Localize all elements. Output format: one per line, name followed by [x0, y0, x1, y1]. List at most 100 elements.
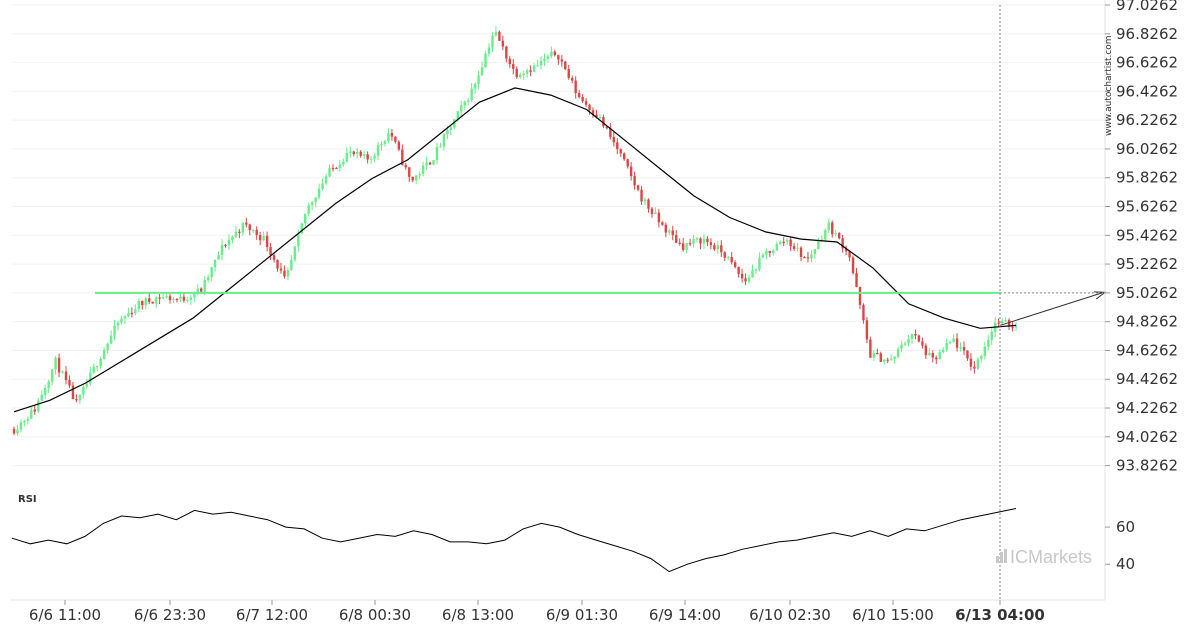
candle-body: [973, 366, 976, 369]
price-tick-label: 96.8262: [1116, 25, 1178, 43]
candle-body: [258, 235, 262, 241]
candle-body: [373, 155, 376, 159]
candle-body: [442, 134, 446, 147]
candle-body: [75, 399, 78, 401]
candle-body: [297, 233, 300, 247]
candle-body: [564, 61, 567, 70]
candle-body: [876, 352, 879, 355]
price-tick-label: 96.2262: [1116, 111, 1178, 129]
candle-body: [182, 296, 186, 301]
candle-body: [369, 158, 373, 160]
candle-body: [113, 325, 116, 336]
candle-body: [61, 371, 64, 373]
price-tick-label: 95.2262: [1116, 255, 1178, 273]
brand-logo: ICMarkets: [996, 547, 1092, 567]
candle-body: [345, 152, 349, 162]
candle-body: [612, 136, 616, 143]
candle-body: [148, 298, 151, 302]
candle-body: [44, 388, 47, 395]
candle-body: [640, 189, 643, 202]
candle-body: [40, 394, 43, 401]
candle-body: [803, 256, 806, 259]
candle-body: [102, 350, 106, 359]
candle-body: [813, 249, 817, 255]
time-tick-label: 6/13 04:00: [955, 606, 1045, 624]
candle-body: [671, 230, 674, 236]
candle-body: [883, 359, 886, 362]
brand-bar-icon: [1004, 549, 1007, 563]
price-tick-label: 94.2262: [1116, 399, 1178, 417]
candle-body: [89, 372, 92, 384]
candle-body: [193, 294, 196, 298]
candle-body: [335, 167, 338, 170]
candle-body: [990, 331, 993, 340]
price-tick-label: 95.4262: [1116, 226, 1178, 244]
candle-body: [623, 153, 626, 160]
candle-body: [342, 161, 345, 165]
candle-body: [165, 296, 168, 298]
time-tick-label: 6/10 15:00: [852, 606, 934, 624]
moving-average: [13, 87, 1017, 413]
candle-body: [1014, 325, 1018, 328]
brand-name: ICMarkets: [1010, 547, 1092, 567]
candle-body: [460, 105, 463, 112]
candle-body: [37, 400, 40, 412]
candle-body: [220, 244, 224, 256]
candle-body: [907, 338, 910, 344]
candle-body: [532, 65, 536, 72]
candle-body: [168, 296, 172, 301]
candle-body: [356, 151, 359, 155]
candle-body: [886, 359, 889, 361]
candle-body: [290, 259, 293, 271]
candle-body: [824, 229, 827, 240]
candle-body: [494, 31, 498, 36]
candle-body: [505, 46, 508, 59]
price-tick-label: 95.8262: [1116, 169, 1178, 187]
candle-body: [307, 205, 310, 214]
price-tick-label: 94.8262: [1116, 313, 1178, 331]
candle-body: [799, 247, 803, 257]
candle-body: [272, 255, 276, 260]
candle-body: [841, 238, 844, 249]
candle-body: [789, 239, 792, 247]
price-tick-label: 95.6262: [1116, 198, 1178, 216]
candle-body: [279, 268, 283, 271]
candle-body: [310, 202, 314, 206]
candle-body: [657, 212, 661, 223]
candle-body: [577, 93, 581, 98]
candle-body: [598, 116, 602, 119]
candle-body: [359, 151, 362, 156]
candle-body: [730, 257, 733, 263]
time-axis: 6/6 11:00 6/6 23:30 6/7 12:00 6/8 00:30 6/8 …: [29, 600, 1045, 624]
candle-body: [446, 130, 449, 135]
candle-body: [709, 242, 713, 246]
candle-body: [1011, 326, 1014, 328]
candle-body: [668, 230, 671, 233]
price-tick-label: 94.4262: [1116, 370, 1178, 388]
candle-body: [304, 213, 307, 224]
candle-body: [872, 352, 876, 358]
candle-body: [584, 101, 588, 105]
candle-body: [456, 111, 459, 120]
candle-body: [921, 341, 924, 346]
candle-body: [737, 266, 740, 274]
candle-body: [106, 343, 109, 351]
candle-body: [952, 338, 955, 343]
candle-body: [529, 70, 532, 72]
candle-body: [903, 343, 907, 345]
candle-body: [120, 318, 123, 323]
candle-body: [740, 273, 744, 279]
candle-body: [879, 353, 882, 362]
candle-body: [78, 394, 82, 401]
candle-body: [893, 356, 896, 359]
candle-body: [265, 235, 269, 247]
candle-body: [293, 246, 297, 260]
candle-body: [85, 383, 89, 387]
candle-body: [425, 162, 428, 166]
time-tick-label: 6/6 23:30: [134, 606, 206, 624]
candle-body: [948, 342, 952, 344]
candle-body: [16, 429, 19, 434]
forecast-arrow: [999, 292, 1103, 326]
brand-bar-icon: [1000, 552, 1003, 563]
